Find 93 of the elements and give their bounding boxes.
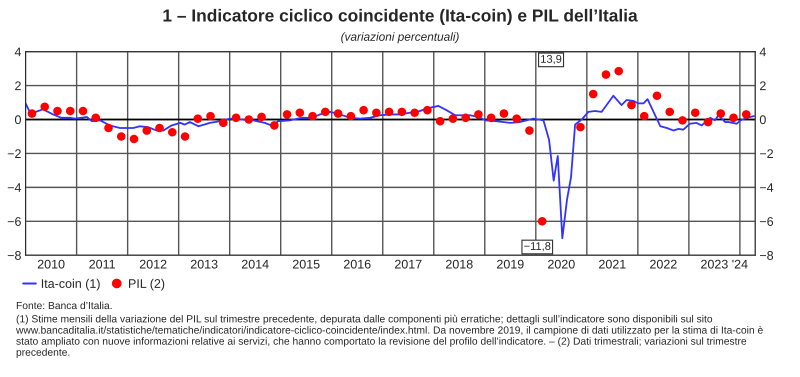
y-tick-label: −4 [8, 183, 22, 192]
point [334, 109, 342, 118]
x-tick-label: 2012 [140, 260, 166, 269]
y-tick-label: −2 [8, 149, 21, 158]
point [742, 110, 751, 119]
point [104, 124, 113, 132]
y-tick-label: 0 [14, 115, 21, 124]
point [53, 106, 62, 116]
point [270, 121, 279, 130]
source-note: Fonte: Banca d’Italia. [16, 302, 112, 310]
x-tick-label: 2010 [38, 260, 65, 269]
point [78, 106, 88, 116]
y2-tick-label: 4 [760, 48, 766, 56]
point [180, 132, 190, 141]
point [130, 134, 138, 144]
y-tick-label: −6 [8, 217, 21, 226]
point [219, 118, 228, 128]
point [729, 114, 738, 122]
x-tick-label: 2013 [190, 260, 218, 269]
point [538, 217, 546, 226]
point [690, 108, 700, 118]
x-tick-label: 2023 [701, 260, 728, 269]
x-tick-label: 2016 [344, 260, 371, 269]
y2-tick-label: 2 [760, 81, 766, 90]
chart-title: 1 – Indicatore ciclico coincidente (Ita-coin) e PIL dell’Italia [163, 8, 638, 26]
y-tick-label: −8 [8, 251, 21, 260]
x-tick-label: 2014 [242, 260, 269, 269]
x-tick-label: 2022 [650, 260, 677, 269]
point [665, 108, 674, 116]
point [384, 108, 394, 116]
x-tick-label: 2020 [548, 260, 575, 269]
point [282, 110, 292, 119]
line-series [26, 94, 755, 240]
y2-tick-label: −8 [760, 251, 774, 260]
x-tick-label: 2021 [599, 260, 626, 269]
point [398, 108, 406, 116]
y2-tick-label: −6 [760, 217, 774, 226]
annotation: 13,9 [541, 54, 562, 64]
point [206, 112, 215, 120]
point [640, 112, 649, 120]
point [321, 108, 330, 116]
point [116, 132, 126, 141]
point [66, 106, 75, 116]
x-tick-label: '24 [732, 260, 748, 268]
point [525, 126, 534, 135]
y2-tick-label: −4 [760, 183, 774, 192]
chart-subtitle: (variazioni percentuali) [341, 32, 459, 44]
point [194, 114, 202, 123]
point [168, 128, 177, 137]
point [244, 115, 254, 124]
x-tick-label: 2018 [446, 260, 473, 269]
x-tick-label: 2015 [292, 260, 320, 269]
point [627, 100, 636, 110]
x-tick-label: 2017 [394, 260, 422, 269]
point [359, 106, 368, 114]
x-tick-label: 2019 [497, 260, 524, 269]
point [448, 114, 458, 123]
legend-label: PIL (2) [129, 278, 164, 290]
point [704, 118, 712, 126]
point [461, 114, 470, 122]
point [614, 66, 623, 76]
text: (1) Stime mensili della variazione del PIL sul trimestre precedente, depurata dalle componenti più erratiche; dettagli sull’indicatore sono disponibili sul sito www.bancaditalia.it/statistiche/tematiche/indicatori/indicatore-ciclico-coincidente/index.html. Da novembre 2019, il campione di dati utilizzato per la stima di Ita-coin è stato ampliato con nuove informazioni relative ai servizi, che hanno comportato la revisione del profilo dell’indicatore. – (2) Dati trimestrali; variazioni sul trimestre precedente. [16, 314, 763, 358]
point [346, 112, 356, 120]
point [28, 109, 36, 118]
point [512, 114, 521, 123]
point [232, 114, 240, 122]
point [296, 108, 304, 118]
y2-tick-label: −2 [760, 149, 773, 158]
y2-tick-label: 0 [760, 115, 766, 124]
point [410, 108, 419, 118]
point [308, 112, 317, 120]
point [602, 70, 610, 79]
point [142, 126, 152, 135]
point [423, 106, 432, 114]
point [588, 90, 598, 98]
point [436, 116, 444, 126]
point [486, 114, 496, 122]
legend-label: Ita-coin (1) [42, 278, 100, 290]
y-tick-label: 4 [14, 48, 22, 56]
y-tick-label: 2 [15, 81, 21, 90]
point [91, 114, 100, 122]
point [40, 102, 50, 112]
point [474, 110, 483, 119]
point [155, 124, 164, 132]
point [500, 109, 508, 118]
point [716, 109, 726, 118]
point [372, 108, 381, 118]
annotation: −11,8 [524, 242, 550, 252]
point [678, 116, 687, 125]
point [576, 122, 585, 132]
x-tick-label: 2011 [89, 260, 115, 269]
point [652, 91, 662, 100]
point [257, 112, 266, 122]
